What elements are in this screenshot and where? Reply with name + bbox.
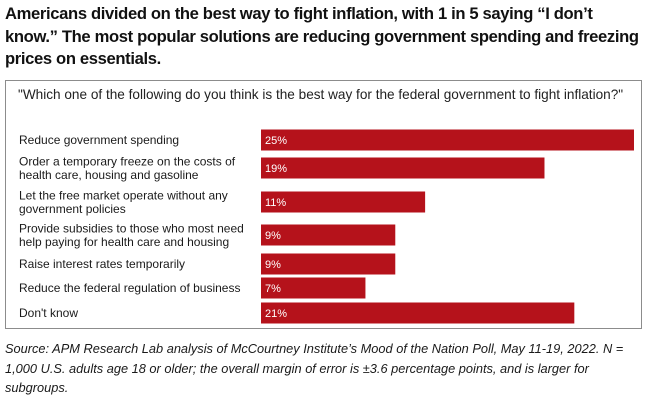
chart-panel: "Which one of the following do you think… (5, 80, 642, 329)
bar (261, 129, 634, 151)
bar-value-label: 7% (265, 283, 281, 295)
survey-question: "Which one of the following do you think… (18, 87, 624, 102)
bar (261, 253, 396, 275)
bar-value-label: 9% (265, 230, 281, 242)
bar (261, 191, 426, 213)
category-label: Let the free market operate without any g… (19, 188, 228, 216)
category-label: Provide subsidies to those who most need… (19, 221, 244, 249)
bar-value-label: 11% (265, 197, 286, 209)
chart-headline: Americans divided on the best way to fig… (5, 4, 639, 68)
category-label: Reduce government spending (19, 133, 179, 147)
bar-value-label: 9% (265, 259, 281, 271)
category-label: Don't know (19, 306, 78, 320)
category-label: Order a temporary freeze on the costs of… (19, 154, 236, 182)
bar (261, 277, 366, 299)
bar-value-label: 21% (265, 308, 287, 320)
category-label: Raise interest rates temporarily (19, 257, 185, 271)
bar-value-label: 19% (265, 163, 287, 175)
source-note: Source: APM Research Lab analysis of McC… (5, 341, 624, 395)
bar-chart: Reduce government spending 25% Order a tem… (19, 129, 634, 324)
category-label: Reduce the federal regulation of busines… (19, 281, 240, 295)
bar (261, 224, 396, 246)
bar (261, 157, 545, 179)
bar-value-label: 25% (265, 135, 287, 147)
bar (261, 302, 575, 324)
